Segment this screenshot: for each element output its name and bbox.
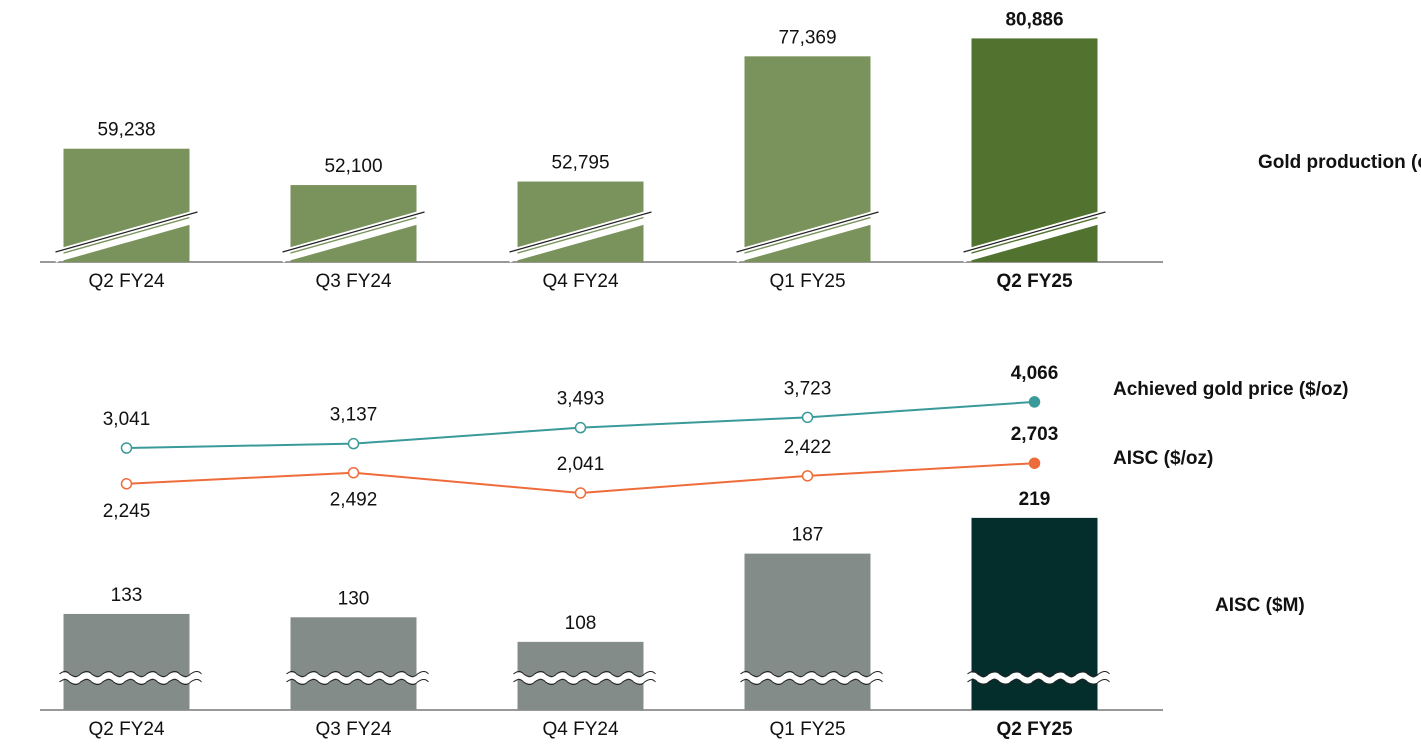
axis-break-gap [282,216,425,262]
value-label: 133 [111,585,143,606]
value-label: 2,492 [330,490,378,511]
bar [63,613,190,710]
marker [574,487,587,499]
axis-break-edge [740,671,883,677]
bar [744,553,871,710]
series-label: Gold production (oz) [1258,152,1421,173]
value-label: 80,886 [1005,9,1063,30]
value-label: 187 [792,525,824,546]
axis-break-edge [967,671,1110,677]
value-label: 77,369 [778,27,836,48]
x-tick-label: Q2 FY24 [88,271,164,292]
x-tick-label: Q2 FY25 [996,271,1072,292]
series-label: Achieved gold price ($/oz) [1113,379,1348,400]
value-label: 52,795 [551,153,609,174]
x-tick-label: Q2 FY25 [996,719,1072,740]
bar [290,617,417,710]
marker [347,437,360,450]
x-tick-label: Q3 FY24 [315,719,391,740]
axis-break-edge [509,211,652,253]
axis-break-edge [513,671,656,677]
axis-break-gap [509,216,652,262]
marker [801,470,814,482]
x-tick-label: Q4 FY24 [542,271,618,292]
value-label: 219 [1019,489,1051,510]
value-label: 3,137 [330,405,378,426]
value-label: 3,041 [103,409,151,430]
axis-break [965,672,1112,684]
x-tick-label: Q4 FY24 [542,719,618,740]
axis-break-edge [963,211,1106,253]
axis-break-edge [286,671,429,677]
axis-break [738,672,885,684]
axis-break-edge [736,211,879,253]
marker [1028,457,1041,469]
axis-break [57,672,204,684]
value-label: 130 [338,588,370,609]
axis-break-edge [740,679,883,685]
value-label: 2,422 [784,437,832,458]
axis-break [511,672,658,684]
marker [1028,396,1041,408]
axis-break-gap [55,216,198,262]
marker [574,421,587,434]
x-tick-label: Q1 FY25 [769,719,845,740]
x-tick-label: Q1 FY25 [769,271,845,292]
value-label: 52,100 [324,156,382,177]
axis-break-edge [286,679,429,685]
value-label: 59,238 [97,120,155,141]
x-tick-label: Q3 FY24 [315,271,391,292]
value-label: 3,493 [557,389,605,410]
value-label: 108 [565,613,597,634]
marker [347,466,360,479]
series-label: AISC ($M) [1215,595,1305,616]
axis-break-edge [59,671,202,677]
axis-break-edge [282,211,425,253]
axis-break-edge [513,679,656,685]
marker [120,442,133,454]
x-tick-label: Q2 FY24 [88,719,164,740]
axis-break [284,672,431,684]
value-label: 2,703 [1011,424,1059,445]
value-label: 3,723 [784,378,832,399]
value-label: 2,041 [557,454,605,475]
marker [801,411,814,424]
marker [120,478,133,490]
axis-break-gap [963,216,1106,262]
axis-break-edge [967,679,1110,685]
value-label: 4,066 [1011,363,1059,384]
value-label: 2,245 [103,501,151,522]
series-label: AISC ($/oz) [1113,448,1213,469]
axis-break-edge [55,211,198,253]
axis-break-gap [736,216,879,262]
axis-break-edge [59,679,202,685]
